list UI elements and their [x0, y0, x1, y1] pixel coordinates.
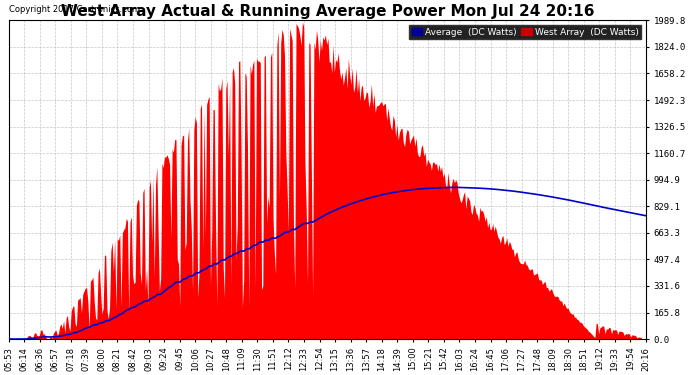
- Title: West Array Actual & Running Average Power Mon Jul 24 20:16: West Array Actual & Running Average Powe…: [61, 4, 594, 19]
- Legend: Average  (DC Watts), West Array  (DC Watts): Average (DC Watts), West Array (DC Watts…: [409, 25, 642, 39]
- Text: Copyright 2017 Cartronics.com: Copyright 2017 Cartronics.com: [9, 5, 140, 14]
